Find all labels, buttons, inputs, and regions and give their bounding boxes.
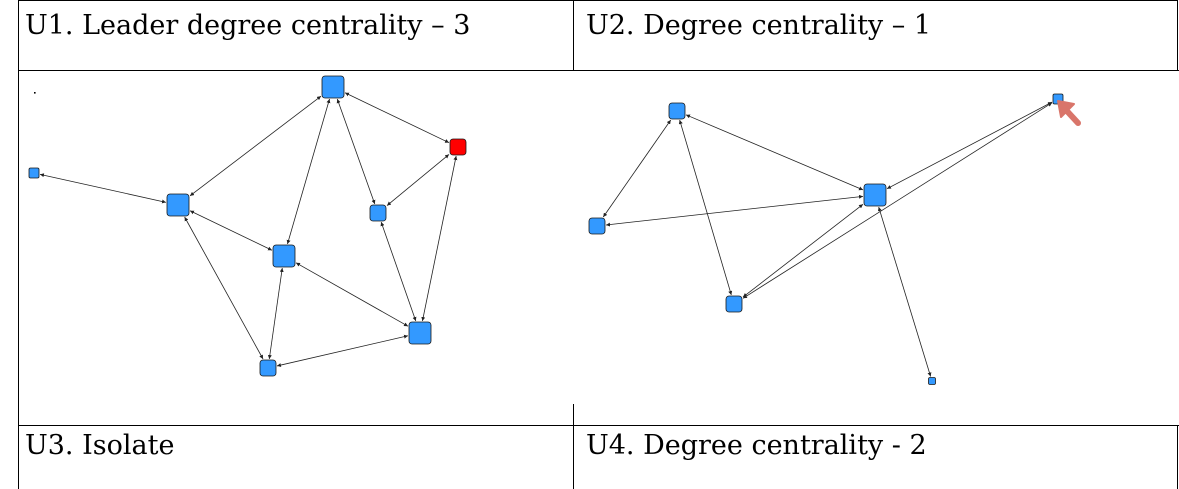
right-edge-p-r (685, 114, 864, 191)
column-divider-top (573, 0, 574, 71)
cell-label-u3: U3. Isolate (25, 430, 175, 461)
left-network-nodes (28, 75, 467, 377)
left-edge-d-g (295, 262, 409, 327)
left-edge-c-e (336, 98, 376, 205)
table-right-border-top (1177, 0, 1178, 71)
left-node-a (28, 167, 40, 179)
right-edge-p-s (678, 119, 733, 296)
left-edge-e-g (380, 221, 417, 322)
left-edge-g-h (276, 334, 409, 367)
left-node-f (449, 138, 467, 156)
left-edge-e-f (386, 154, 450, 206)
right-node-u (928, 377, 936, 385)
left-edge-b-h (184, 216, 264, 360)
left-node-h (259, 359, 277, 377)
right-node-q (588, 217, 606, 235)
right-edge-s-t (742, 102, 1053, 299)
cell-label-u4: U4. Degree centrality - 2 (586, 430, 927, 461)
left-node-c (321, 75, 345, 99)
pointer-arrow-icon (1057, 100, 1081, 126)
column-divider-bottom (573, 404, 574, 489)
stray-dot (34, 92, 36, 94)
left-edge-b-c (189, 95, 322, 197)
right-edge-r-t (886, 101, 1053, 190)
left-node-e (369, 204, 387, 222)
left-edge-f-g (421, 155, 458, 322)
left-edge-a-b (39, 173, 167, 204)
left-node-b (166, 193, 190, 217)
cell-label-u1: U1. Leader degree centrality – 3 (25, 10, 471, 41)
right-node-p (668, 102, 686, 120)
right-edge-q-r (605, 194, 864, 227)
right-network-edges (602, 101, 1053, 377)
header-row-bottom-border (18, 70, 1179, 71)
cell-label-u2: U2. Degree centrality – 1 (586, 10, 932, 41)
left-edge-b-d (189, 210, 273, 251)
right-edge-r-s (742, 203, 864, 298)
right-network-nodes (588, 93, 1064, 385)
left-network-edges (39, 92, 458, 367)
right-edge-r-u (877, 206, 932, 377)
table-right-border-bottom (1177, 425, 1178, 489)
left-edge-c-d (286, 98, 331, 245)
right-node-r (863, 183, 887, 207)
table-top-border (18, 0, 1177, 1)
left-edge-c-f (344, 92, 450, 144)
left-edge-d-h (267, 267, 284, 360)
left-node-g (408, 321, 432, 345)
footer-row-top-border (18, 425, 1179, 426)
table-left-border (18, 0, 19, 489)
right-edge-p-q (602, 119, 672, 218)
right-node-s (725, 295, 743, 313)
left-node-d (272, 244, 296, 268)
